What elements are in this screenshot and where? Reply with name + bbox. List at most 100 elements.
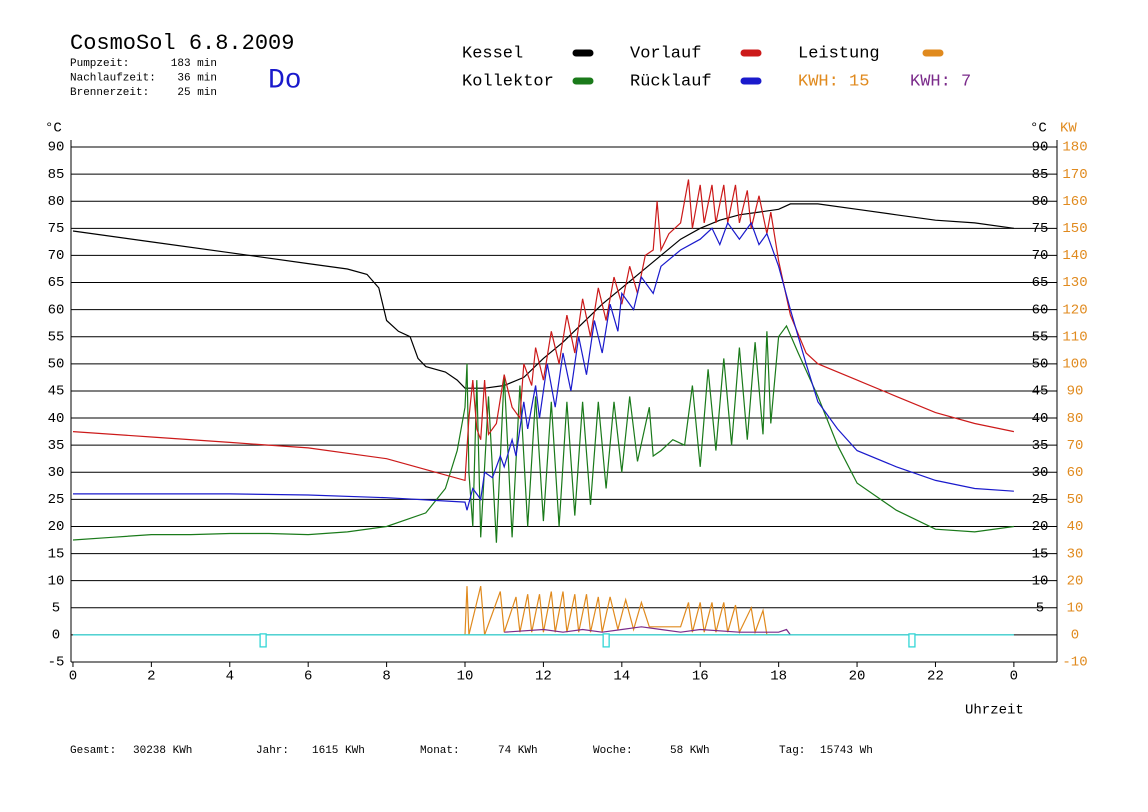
x-tick-label: 6 [304,669,312,685]
y2-tick-label: 0 [1071,628,1079,644]
y-tick-label: 45 [48,384,65,400]
y2-tick-label: 100 [1062,357,1087,373]
y2-tick-label: 150 [1062,221,1087,237]
x-tick-label: 16 [692,669,709,685]
y-axis-label: °C [45,121,62,137]
y-tick-label: 85 [48,167,65,183]
legend-label: Kollektor [462,72,554,91]
y-right-tick-label: 90 [1032,140,1049,156]
y2-tick-label: 10 [1067,600,1084,616]
legend-label: Kessel [462,44,523,63]
y-tick-label: 80 [48,194,65,210]
y-tick-label: 30 [48,465,65,481]
y2-tick-label: 180 [1062,140,1087,156]
y-right-tick-label: 15 [1032,546,1049,562]
y2-tick-label: 90 [1067,384,1084,400]
y-tick-label: 5 [52,600,60,616]
y-right-tick-label: 30 [1032,465,1049,481]
y-tick-label: 40 [48,411,65,427]
footer-label: Jahr: [256,745,289,757]
x-tick-label: 8 [382,669,390,685]
y2-tick-label: 60 [1067,465,1084,481]
series-line [72,324,1014,543]
x-axis-label: Uhrzeit [965,703,1024,719]
y2-tick-label: 160 [1062,194,1087,210]
y-tick-label: 50 [48,357,65,373]
y2-tick-label: 120 [1062,302,1087,318]
footer-value: 74 KWh [498,745,538,757]
y-tick-label: 65 [48,275,65,291]
y2-tick-label: 140 [1062,248,1087,264]
footer-value: 58 KWh [670,745,710,757]
y2-tick-label: 70 [1067,438,1084,454]
y-tick-label: 0 [52,628,60,644]
footer-value: 15743 Wh [820,745,873,757]
y2-tick-label: 110 [1062,329,1087,345]
legend-label: Rücklauf [630,72,712,91]
y-tick-label: 10 [48,573,65,589]
y-right-tick-label: 50 [1032,357,1049,373]
x-tick-label: 18 [770,669,787,685]
series-line [72,203,1014,389]
info-value: 36 min [177,72,217,84]
y-tick-label: 55 [48,329,65,345]
footer-label: Woche: [593,745,633,757]
info-label: Brennerzeit: [70,87,149,99]
y2-tick-label: 170 [1062,167,1087,183]
info-value: 183 min [171,58,217,70]
legend-total: KWH: 7 [910,72,971,91]
y-right-tick-label: 40 [1032,411,1049,427]
y-right-tick-label: 55 [1032,329,1049,345]
y2-tick-label: 30 [1067,546,1084,562]
x-tick-label: 12 [535,669,552,685]
y-right-tick-label: 10 [1032,573,1049,589]
y-right-tick-label: 75 [1032,221,1049,237]
y-tick-label: 70 [48,248,65,264]
y-right-tick-label: 60 [1032,302,1049,318]
legend-label: Leistung [798,44,880,63]
chart-title: CosmoSol 6.8.2009 [70,31,294,56]
y-right-tick-label: 5 [1036,600,1044,616]
series-line [72,179,1015,482]
y-tick-label: 15 [48,546,65,562]
y-tick-label: 75 [48,221,65,237]
y-right-tick-label: 25 [1032,492,1049,508]
y2-tick-label: 50 [1067,492,1084,508]
x-tick-label: 20 [849,669,866,685]
y2-axis-label: KW [1060,121,1077,137]
y2-tick-label: 40 [1067,519,1084,535]
x-tick-label: 0 [69,669,77,685]
y-tick-label: 90 [48,140,65,156]
y-tick-label: 20 [48,519,65,535]
footer-value: 1615 KWh [312,745,365,757]
legend-label: Vorlauf [630,44,701,63]
series-line [464,585,779,636]
y2-tick-label: 130 [1062,275,1087,291]
y-tick-label: 60 [48,302,65,318]
info-label: Nachlaufzeit: [70,72,156,84]
pump-marker [259,633,267,648]
y-right-tick-label: 65 [1032,275,1049,291]
x-tick-label: 2 [147,669,155,685]
y-tick-label: 25 [48,492,65,508]
series-line [504,626,791,636]
footer-label: Gesamt: [70,745,116,757]
x-tick-label: 22 [927,669,944,685]
y2-tick-label: 20 [1067,573,1084,589]
info-value: 25 min [177,87,217,99]
y-right-tick-label: 45 [1032,384,1049,400]
footer-label: Monat: [420,745,460,757]
x-tick-label: 4 [226,669,234,685]
series-line [73,221,1014,511]
footer-label: Tag: [779,745,805,757]
y-right-tick-label: 35 [1032,438,1049,454]
y-tick-label: -5 [48,655,65,671]
y2-tick-label: 80 [1067,411,1084,427]
y-right-tick-label: 85 [1032,167,1049,183]
footer-value: 30238 KWh [133,745,192,757]
pump-marker [908,633,916,648]
info-label: Pumpzeit: [70,58,129,70]
y-tick-label: 35 [48,438,65,454]
x-tick-label: 0 [1010,669,1018,685]
